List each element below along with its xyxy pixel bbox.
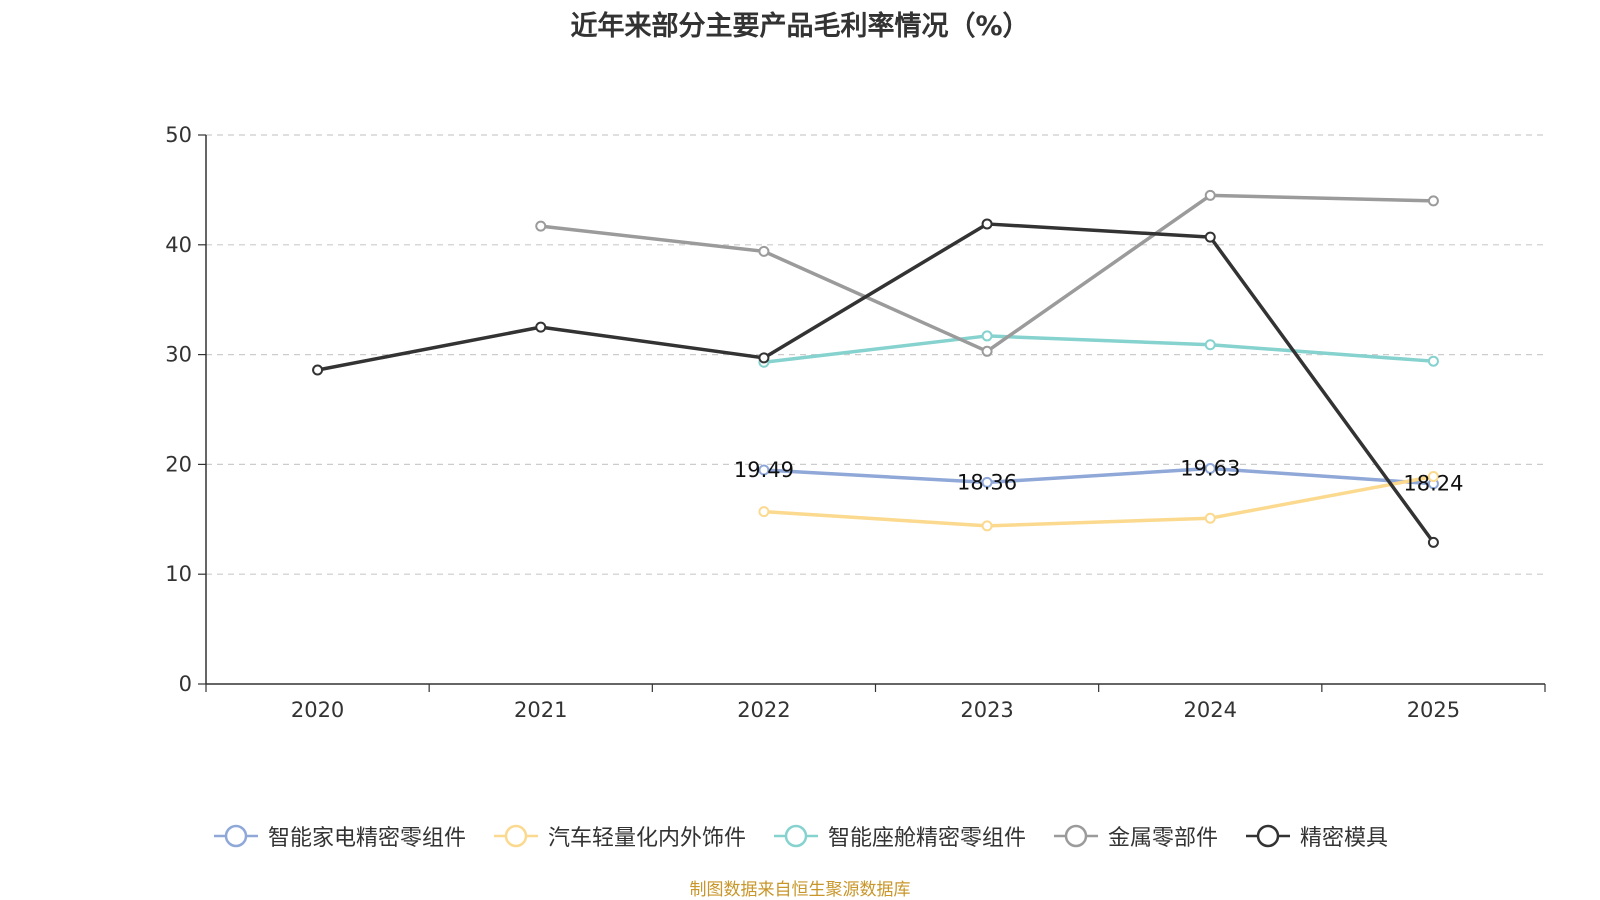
data-point bbox=[1204, 189, 1216, 201]
data-point bbox=[1204, 339, 1216, 351]
axes: 0 10 20 30 40 50 2020 2021 2022 2023 2024 2025 bbox=[165, 123, 1546, 722]
y-tick-label: 10 bbox=[165, 562, 192, 586]
series-lines bbox=[312, 189, 1439, 548]
data-point bbox=[981, 330, 993, 342]
data-point bbox=[1427, 355, 1439, 367]
legend: 智能家电精密零组件 汽车轻量化内外饰件 智能座舱精密零组件 金属零部件 精密模具 bbox=[0, 820, 1600, 852]
data-label: 19.49 bbox=[734, 458, 794, 482]
legend-label: 金属零部件 bbox=[1108, 826, 1219, 851]
legend-swatch-icon bbox=[1246, 824, 1291, 848]
data-point bbox=[981, 476, 993, 488]
data-point bbox=[1204, 231, 1216, 243]
data-label: 19.63 bbox=[1180, 456, 1240, 480]
y-tick-label: 40 bbox=[165, 233, 192, 257]
legend-item[interactable]: 金属零部件 bbox=[1052, 820, 1218, 852]
data-label: 18.36 bbox=[957, 470, 1017, 494]
data-point bbox=[758, 245, 770, 257]
series-line-1 bbox=[763, 474, 1434, 528]
data-point bbox=[758, 352, 770, 364]
data-label: 18.24 bbox=[1403, 472, 1463, 496]
legend-swatch-icon bbox=[773, 824, 818, 848]
source-note: 制图数据来自恒生聚源数据库 bbox=[689, 880, 911, 900]
data-point bbox=[1427, 470, 1439, 482]
data-point bbox=[981, 520, 993, 532]
x-tick-label-2023: 2023 bbox=[960, 698, 1013, 722]
y-tick-label: 0 bbox=[179, 672, 192, 696]
data-point bbox=[981, 218, 993, 230]
data-point bbox=[1204, 512, 1216, 524]
x-tick-label-2025: 2025 bbox=[1407, 698, 1460, 722]
legend-item[interactable]: 智能座舱精密零组件 bbox=[772, 820, 1026, 852]
chart-title: 近年来部分主要产品毛利率情况（%） bbox=[570, 11, 1030, 42]
legend-swatch-icon bbox=[493, 824, 538, 848]
legend-label: 汽车轻量化内外饰件 bbox=[547, 826, 746, 851]
legend-item[interactable]: 汽车轻量化内外饰件 bbox=[492, 820, 746, 852]
x-tick-label-2024: 2024 bbox=[1184, 698, 1237, 722]
data-point bbox=[535, 321, 547, 333]
legend-item[interactable]: 智能家电精密零组件 bbox=[212, 820, 466, 852]
x-tick-label-2022: 2022 bbox=[737, 698, 790, 722]
data-point bbox=[1427, 195, 1439, 207]
data-point bbox=[535, 220, 547, 232]
legend-item[interactable]: 精密模具 bbox=[1244, 820, 1388, 852]
legend-label: 智能座舱精密零组件 bbox=[827, 826, 1026, 851]
data-point bbox=[1427, 536, 1439, 548]
data-point bbox=[758, 464, 770, 476]
data-point bbox=[312, 364, 324, 376]
legend-label: 精密模具 bbox=[1300, 826, 1389, 851]
y-tick-label: 50 bbox=[165, 123, 192, 147]
series-line-2 bbox=[763, 334, 1434, 365]
series-line-0 bbox=[763, 466, 1434, 486]
legend-swatch-icon bbox=[213, 824, 258, 848]
x-tick-label-2021: 2021 bbox=[514, 698, 567, 722]
series-line-4 bbox=[317, 222, 1435, 544]
data-point bbox=[981, 345, 993, 357]
data-point bbox=[758, 506, 770, 518]
y-tick-label: 20 bbox=[165, 452, 192, 476]
data-labels: 19.49 18.36 19.63 18.24 bbox=[734, 456, 1464, 495]
x-tick-label-2020: 2020 bbox=[291, 698, 344, 722]
legend-label: 智能家电精密零组件 bbox=[267, 826, 466, 851]
legend-swatch-icon bbox=[1054, 824, 1098, 848]
data-point bbox=[1204, 462, 1216, 474]
grid-lines bbox=[206, 134, 1545, 575]
y-tick-label: 30 bbox=[165, 343, 192, 367]
